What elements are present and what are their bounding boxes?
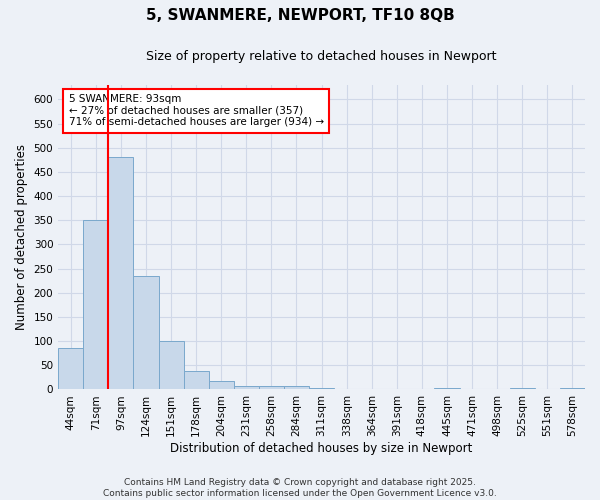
- Bar: [234, 386, 259, 390]
- Bar: [109, 158, 133, 390]
- Bar: [560, 388, 585, 390]
- X-axis label: Distribution of detached houses by size in Newport: Distribution of detached houses by size …: [170, 442, 473, 455]
- Bar: [209, 381, 234, 390]
- Bar: [133, 276, 158, 390]
- Y-axis label: Number of detached properties: Number of detached properties: [15, 144, 28, 330]
- Bar: [309, 388, 334, 390]
- Bar: [58, 348, 83, 390]
- Text: 5 SWANMERE: 93sqm
← 27% of detached houses are smaller (357)
71% of semi-detache: 5 SWANMERE: 93sqm ← 27% of detached hous…: [69, 94, 324, 128]
- Bar: [83, 220, 109, 390]
- Title: Size of property relative to detached houses in Newport: Size of property relative to detached ho…: [146, 50, 497, 63]
- Text: 5, SWANMERE, NEWPORT, TF10 8QB: 5, SWANMERE, NEWPORT, TF10 8QB: [146, 8, 454, 22]
- Bar: [510, 388, 535, 390]
- Bar: [284, 386, 309, 390]
- Text: Contains HM Land Registry data © Crown copyright and database right 2025.
Contai: Contains HM Land Registry data © Crown c…: [103, 478, 497, 498]
- Bar: [158, 341, 184, 390]
- Bar: [259, 386, 284, 390]
- Bar: [184, 371, 209, 390]
- Bar: [434, 388, 460, 390]
